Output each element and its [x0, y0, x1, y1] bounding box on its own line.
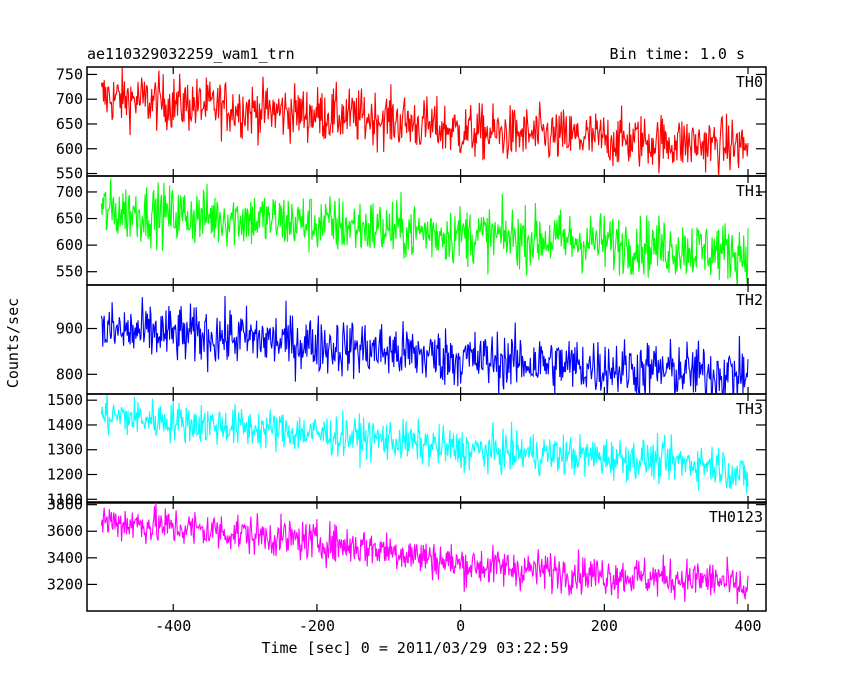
panel-frame: [86, 501, 767, 612]
y-tick-label: 700: [56, 183, 83, 201]
panel-label-th0123: TH0123: [709, 508, 763, 526]
panel-label-th2: TH2: [736, 291, 763, 309]
series-line-th0123: [100, 502, 749, 605]
y-tick-label: 1400: [47, 416, 83, 434]
y-tick-label: 1500: [47, 391, 83, 409]
y-tick-label: 3800: [47, 496, 83, 514]
series-line-th1: [100, 178, 749, 285]
chart-title: ae110329032259_wam1_trn: [87, 45, 295, 63]
panel-label-th3: TH3: [736, 400, 763, 418]
y-tick-label: 800: [56, 365, 83, 383]
y-tick-label: 550: [56, 263, 83, 281]
y-tick-label: 650: [56, 115, 83, 133]
x-tick-label: 0: [456, 617, 465, 635]
x-axis-label: Time [sec] 0 = 2011/03/29 03:22:59: [261, 639, 568, 657]
y-tick-label: 900: [56, 320, 83, 338]
x-tick-label: -200: [299, 617, 335, 635]
panel-label-th0: TH0: [736, 73, 763, 91]
panel-th1: 550 600 650 700 TH1: [56, 175, 767, 286]
y-tick-label: 3400: [47, 549, 83, 567]
y-tick-label: 1100: [47, 490, 83, 508]
y-tick-label: 3200: [47, 575, 83, 593]
y-tick-label: 550: [56, 165, 83, 183]
y-tick-label: 750: [56, 65, 83, 83]
y-tick-label: 3600: [47, 522, 83, 540]
y-tick-label: 600: [56, 140, 83, 158]
panels-group: 550 600 650 700 750 TH0 550 600 650 700 TH1 800 900 T…: [47, 65, 767, 635]
y-tick-label: 650: [56, 210, 83, 228]
panel-th2: 800 900 TH2: [56, 284, 767, 395]
y-tick-label: 600: [56, 236, 83, 254]
x-tick-label: -400: [155, 617, 191, 635]
panel-th0123: 3200 3400 3600 3800 TH0123: [47, 496, 767, 612]
bin-time-label: Bin time: 1.0 s: [610, 45, 745, 63]
panel-th0: 550 600 650 700 750 TH0: [56, 65, 767, 183]
y-tick-label: 700: [56, 90, 83, 108]
series-line-th0: [100, 67, 749, 176]
x-tick-label: 200: [591, 617, 618, 635]
y-tick-label: 1200: [47, 466, 83, 484]
panel-frame: [86, 393, 767, 504]
panel-label-th1: TH1: [736, 182, 763, 200]
x-tick-label: 400: [734, 617, 761, 635]
series-line-th2: [100, 295, 749, 394]
series-line-th3: [100, 394, 749, 494]
y-axis-label: Counts/sec: [4, 298, 22, 388]
y-tick-label: 1300: [47, 441, 83, 459]
panel-th3: 1100 1200 1300 1400 1500 TH3: [47, 391, 767, 508]
